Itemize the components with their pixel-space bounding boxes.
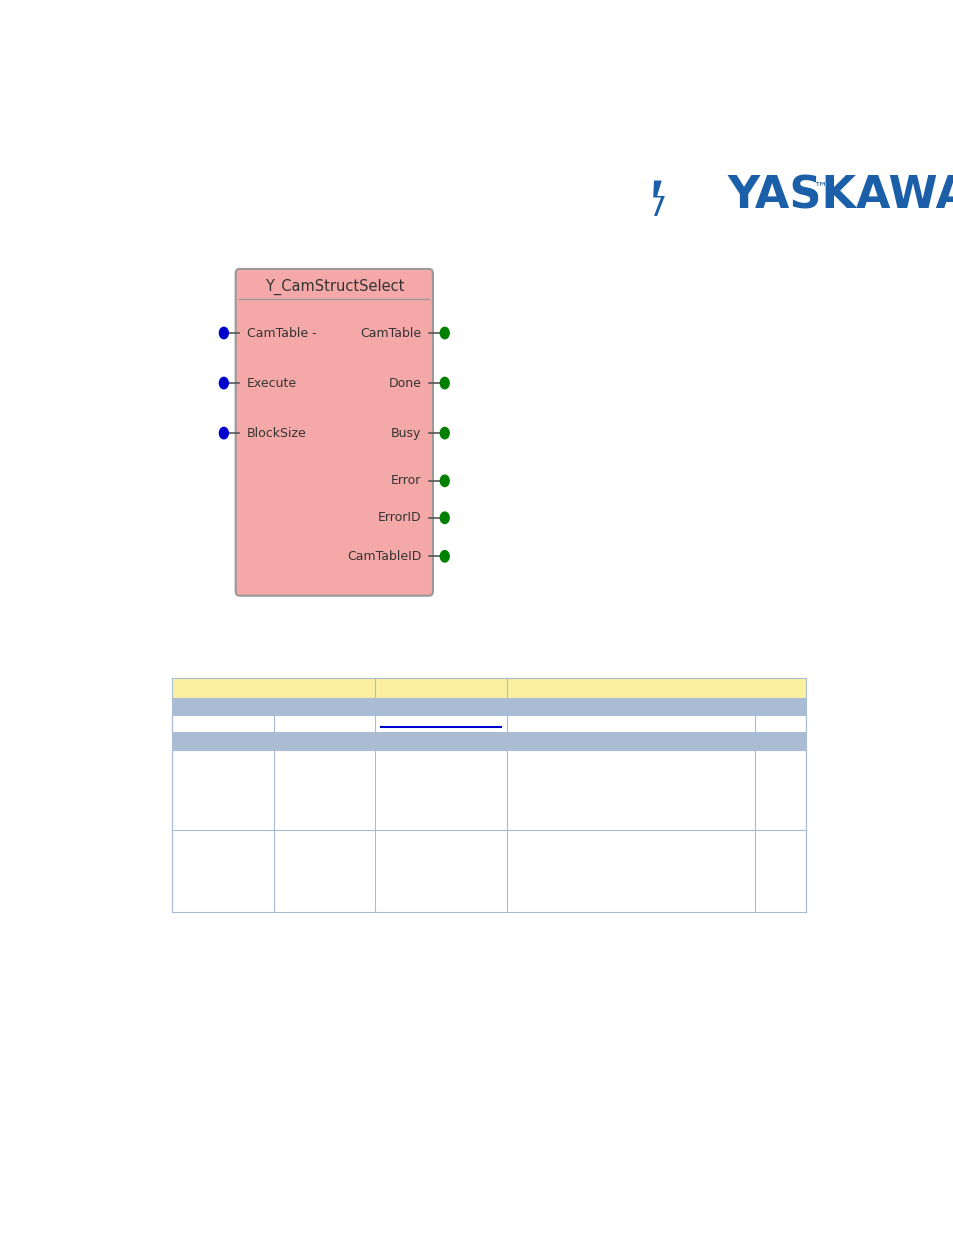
Polygon shape: [653, 180, 664, 216]
Text: YASKAWA: YASKAWA: [727, 174, 953, 217]
Bar: [172, 715, 805, 732]
Bar: [172, 751, 805, 830]
Circle shape: [440, 475, 449, 487]
Text: Busy: Busy: [391, 426, 421, 440]
Text: BlockSize: BlockSize: [247, 426, 307, 440]
FancyBboxPatch shape: [235, 269, 433, 595]
Circle shape: [440, 427, 449, 438]
Circle shape: [440, 327, 449, 338]
Text: CamTableID: CamTableID: [347, 550, 421, 563]
Circle shape: [440, 378, 449, 389]
Text: Execute: Execute: [247, 377, 297, 389]
Text: Error: Error: [391, 474, 421, 488]
Text: Done: Done: [388, 377, 421, 389]
Bar: [172, 678, 805, 698]
Bar: [172, 732, 805, 751]
Text: ErrorID: ErrorID: [377, 511, 421, 525]
Text: CamTable -: CamTable -: [247, 326, 316, 340]
Text: CamTable: CamTable: [360, 326, 421, 340]
Text: ™: ™: [814, 180, 827, 195]
Circle shape: [219, 378, 228, 389]
Circle shape: [219, 327, 228, 338]
Bar: [172, 698, 805, 715]
Text: Y_CamStructSelect: Y_CamStructSelect: [264, 279, 403, 295]
Circle shape: [440, 551, 449, 562]
Circle shape: [219, 427, 228, 438]
Circle shape: [440, 513, 449, 524]
Bar: [172, 830, 805, 911]
